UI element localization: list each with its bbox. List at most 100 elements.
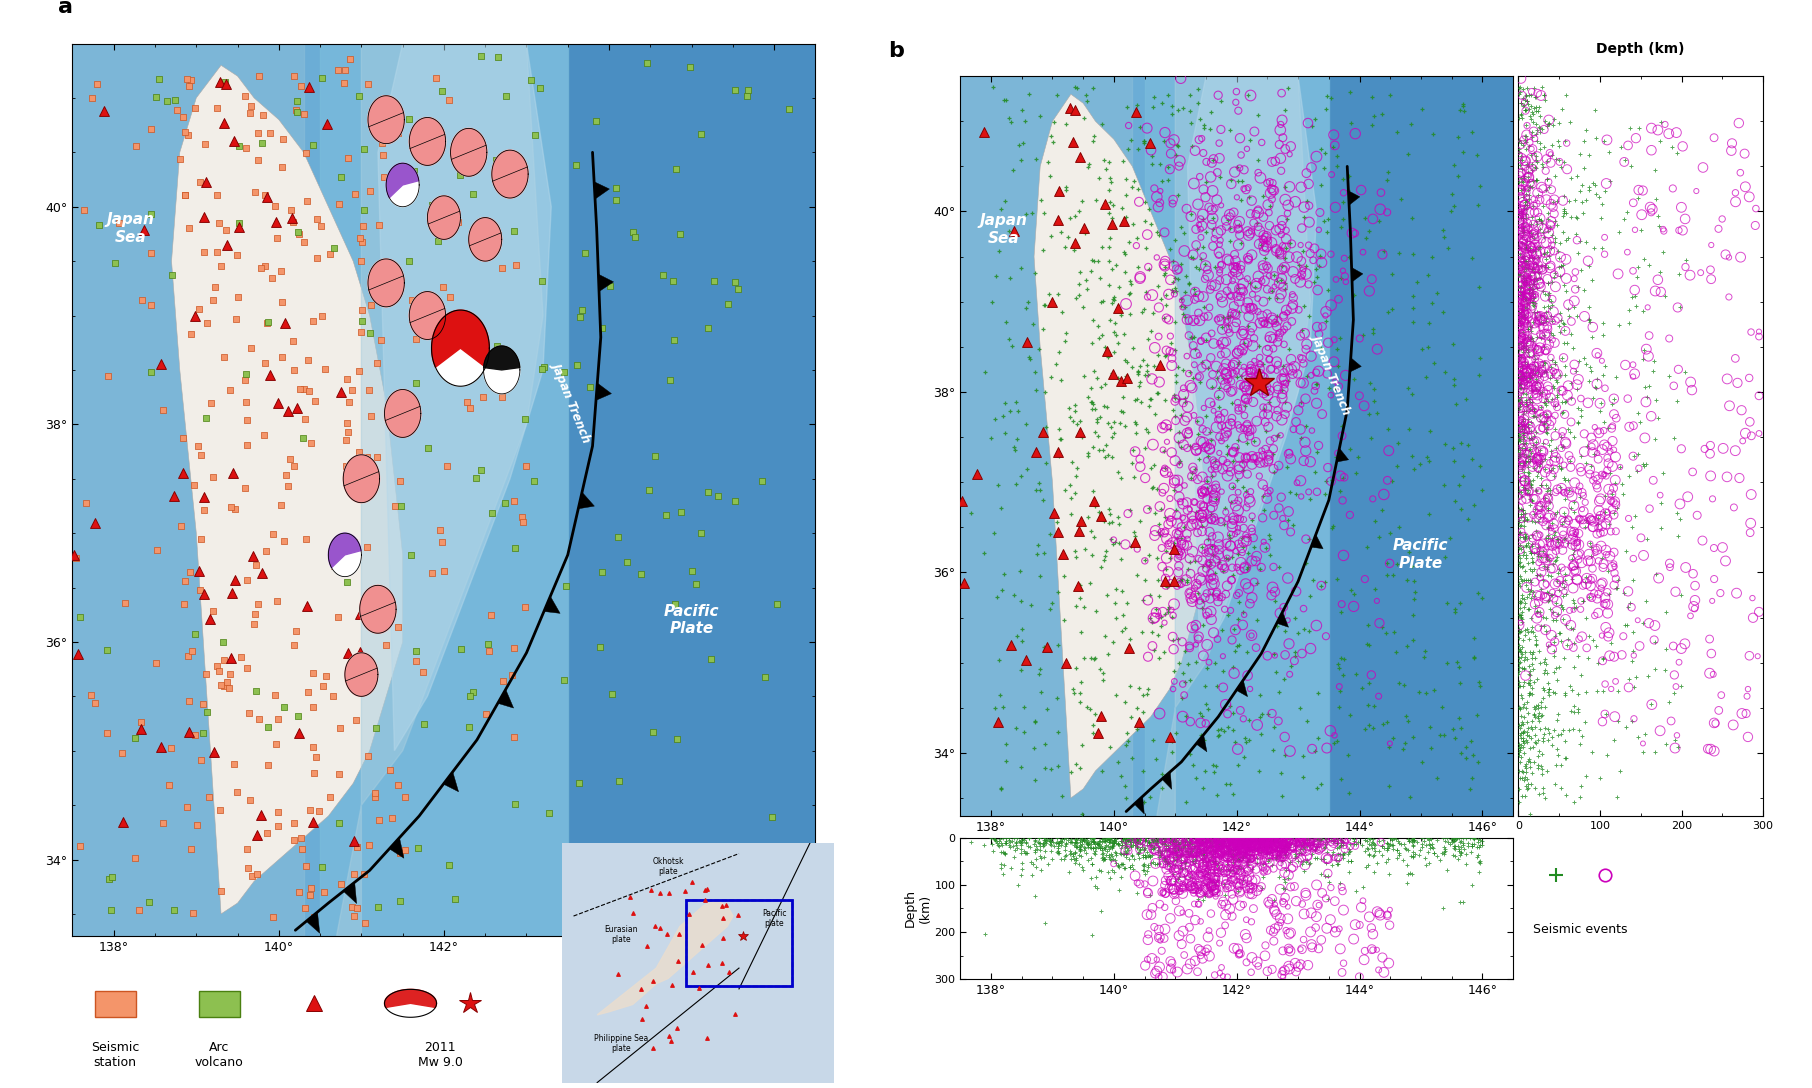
- Point: [1265, 329, 1294, 346]
- Point: [1267, 217, 1296, 234]
- Point: [888, 314, 917, 332]
- Point: [1508, 109, 1537, 126]
- Point: [350, 201, 379, 219]
- Point: [1113, 830, 1142, 848]
- Point: [198, 290, 226, 308]
- Point: [1571, 511, 1600, 529]
- Point: [1328, 849, 1357, 866]
- Point: [1663, 145, 1692, 162]
- Point: [1234, 667, 1263, 684]
- Point: [1444, 709, 1473, 727]
- Point: [1192, 153, 1221, 171]
- Point: [1203, 191, 1232, 209]
- Point: [1065, 846, 1094, 864]
- Point: [1160, 471, 1189, 489]
- Point: [1174, 832, 1203, 850]
- Point: [1216, 122, 1245, 139]
- Point: [1736, 413, 1765, 431]
- Point: [1504, 306, 1533, 323]
- Point: [658, 977, 687, 994]
- Point: [1513, 713, 1542, 730]
- Point: [1517, 479, 1546, 496]
- Point: [988, 834, 1017, 852]
- Point: [1509, 405, 1538, 422]
- Point: [1450, 837, 1479, 854]
- Point: [1094, 829, 1123, 846]
- Point: [1506, 86, 1535, 103]
- Point: [1221, 836, 1250, 853]
- Point: [288, 430, 317, 447]
- Point: [241, 682, 270, 700]
- Point: [1508, 206, 1537, 223]
- Point: [1325, 849, 1354, 866]
- Point: [1254, 386, 1283, 404]
- Point: [1210, 863, 1239, 880]
- Point: [1520, 539, 1549, 556]
- Point: [1160, 672, 1189, 690]
- Point: [1047, 830, 1076, 848]
- Polygon shape: [361, 585, 397, 633]
- Point: [1323, 158, 1352, 175]
- Point: [1127, 623, 1156, 641]
- Point: [1002, 829, 1031, 846]
- Point: [1290, 297, 1319, 314]
- Point: [1531, 162, 1560, 180]
- Point: [1285, 844, 1314, 862]
- Point: [1582, 638, 1611, 655]
- Point: [1167, 690, 1196, 707]
- Point: [1526, 441, 1555, 458]
- Point: [1212, 366, 1241, 383]
- Point: [1301, 378, 1330, 395]
- Point: [1524, 707, 1553, 725]
- Point: [1529, 571, 1558, 589]
- Point: [1201, 477, 1230, 494]
- Point: [1268, 382, 1297, 399]
- Point: [1524, 185, 1553, 202]
- Point: [1076, 380, 1105, 397]
- Point: [1230, 842, 1259, 860]
- Point: [1323, 839, 1352, 856]
- Point: [1145, 156, 1174, 173]
- Point: [1506, 395, 1535, 412]
- Point: [1292, 554, 1321, 571]
- Point: [991, 834, 1020, 852]
- Point: [1200, 845, 1229, 863]
- Point: [1238, 319, 1267, 336]
- Point: [1544, 250, 1573, 268]
- Point: [1364, 528, 1393, 545]
- Point: [1232, 382, 1261, 399]
- Point: [1212, 833, 1241, 851]
- Point: [1181, 830, 1210, 848]
- Point: [1267, 914, 1296, 931]
- Point: [1223, 851, 1252, 868]
- Point: [1506, 594, 1535, 611]
- Point: [1268, 357, 1297, 374]
- Point: [1511, 335, 1540, 353]
- Point: [1142, 604, 1171, 621]
- Point: [1375, 838, 1404, 855]
- Point: [1200, 493, 1229, 510]
- Point: [1542, 756, 1571, 774]
- Point: [1187, 841, 1216, 858]
- Point: [1006, 836, 1035, 853]
- Point: [1509, 79, 1538, 97]
- Point: [1506, 506, 1535, 523]
- Point: [1172, 398, 1201, 416]
- Point: [1509, 306, 1538, 323]
- Point: [1533, 275, 1562, 293]
- Point: [1513, 276, 1542, 294]
- Point: [1531, 182, 1560, 199]
- Point: [1180, 867, 1209, 885]
- Point: [1524, 260, 1553, 277]
- Point: [1323, 732, 1352, 750]
- Point: [1261, 850, 1290, 867]
- Point: [1446, 500, 1475, 518]
- Point: [1161, 232, 1190, 249]
- Point: [656, 371, 685, 388]
- Point: [1227, 554, 1256, 571]
- Point: [1210, 876, 1239, 893]
- Point: [1549, 316, 1578, 333]
- Point: [1183, 830, 1212, 848]
- Point: [1288, 262, 1317, 280]
- Point: [1051, 182, 1080, 199]
